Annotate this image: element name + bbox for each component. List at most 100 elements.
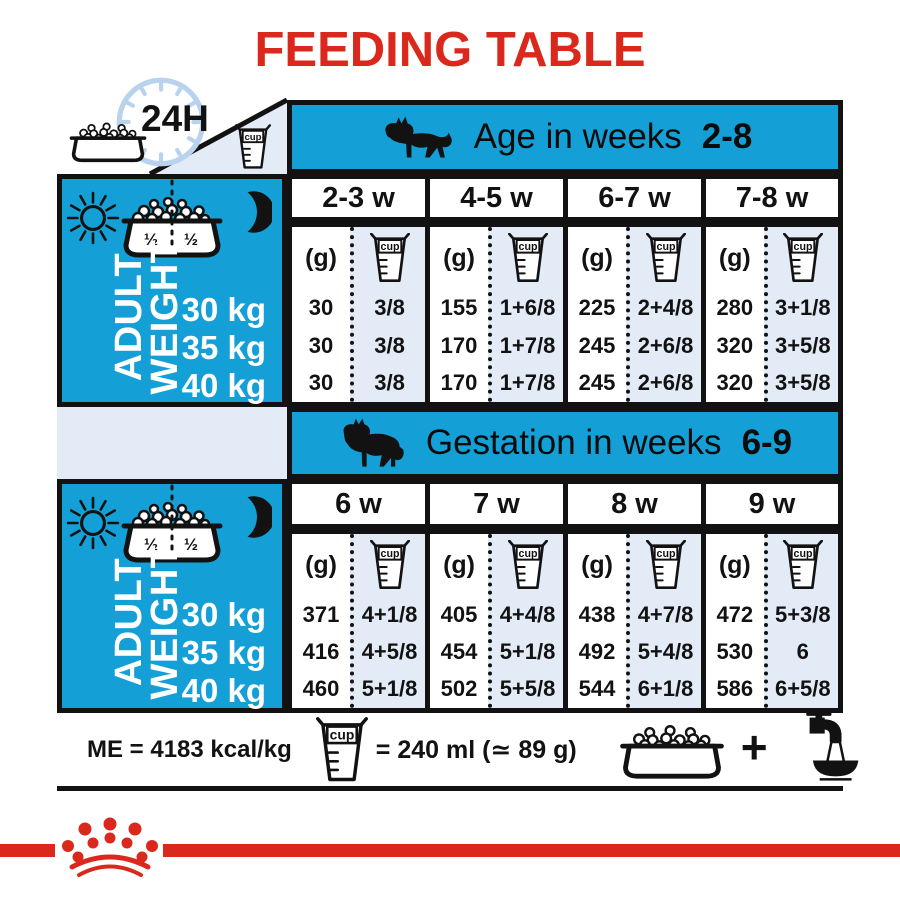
- week-cell: 9 w: [706, 484, 838, 524]
- svg-text:cup: cup: [380, 241, 399, 253]
- adult-weight-line1: ADULT: [107, 557, 150, 687]
- me-kcal-label: ME = 4183 kcal/kg: [87, 735, 292, 763]
- grams-value: 544: [578, 676, 616, 702]
- measuring-cup-icon: cup: [507, 232, 548, 283]
- weight-label: 35 kg: [181, 329, 266, 366]
- brand-band-right: [163, 844, 900, 857]
- svg-text:cup: cup: [329, 726, 354, 742]
- cups-value: 3+5/8: [774, 370, 831, 396]
- grams-value: 320: [716, 370, 754, 396]
- brand-band-left: [0, 844, 55, 857]
- cups-value: 6: [796, 638, 809, 664]
- grams-value: 170: [440, 332, 478, 358]
- grams-value: 245: [578, 370, 616, 396]
- footer-note: ME = 4183 kcal/kg cup = 240 ml (≃ 89 g) …: [57, 709, 858, 786]
- cups-value: 4+7/8: [637, 601, 694, 627]
- cups-value: 3/8: [374, 294, 405, 320]
- puppy-dog-icon: [378, 113, 454, 161]
- cups-value: 6+1/8: [637, 676, 694, 702]
- cups-value: 2+6/8: [637, 370, 694, 396]
- section-age-label: Age in weeks: [473, 117, 682, 156]
- page-title: FEEDING TABLE: [254, 23, 646, 77]
- data-cell: (g) 225 245 245 cup 2+4/8 2+6/8 2+6/8: [568, 227, 701, 402]
- cups-value: 5+1/8: [361, 676, 418, 702]
- grams-column: (g) 225 245 245: [568, 227, 626, 402]
- grams-value: 225: [578, 294, 616, 320]
- cups-value: 3/8: [374, 332, 405, 358]
- data-cell: (g) 438 492 544 cup 4+7/8 5+4/8 6+1/8: [568, 534, 701, 708]
- svg-text:cup: cup: [793, 241, 812, 253]
- cups-value: 3/8: [374, 370, 405, 396]
- cups-column: cup 3+1/8 3+5/8 3+5/8: [763, 227, 838, 402]
- cups-value: 4+4/8: [499, 601, 556, 627]
- section-age-header: Age in weeks 2-8: [292, 105, 838, 169]
- grams-value: 438: [578, 601, 616, 627]
- measuring-cup-icon: cup: [315, 715, 368, 785]
- section-gestation-range: 6-9: [741, 423, 793, 462]
- grams-value: 405: [440, 601, 478, 627]
- faucet-water-icon: [776, 709, 860, 785]
- grams-column: (g) 30 30 30: [292, 227, 350, 402]
- panel-spacer: [57, 407, 287, 479]
- cups-value: 3+5/8: [774, 332, 831, 358]
- measuring-cup-icon: cup: [645, 539, 686, 590]
- cups-column: cup 4+4/8 5+1/8 5+5/8: [488, 534, 563, 708]
- cups-column: cup 4+7/8 5+4/8 6+1/8: [626, 534, 701, 708]
- grams-column: (g) 280 320 320: [706, 227, 764, 402]
- measuring-cup-icon: cup: [782, 539, 823, 590]
- cups-value: 2+4/8: [637, 294, 694, 320]
- svg-text:cup: cup: [656, 241, 675, 253]
- grams-value: 586: [716, 676, 754, 702]
- svg-text:½: ½: [144, 535, 158, 554]
- data-cell: (g) 155 170 170 cup 1+6/8 1+7/8 1+7/8: [430, 227, 563, 402]
- cups-column: cup 1+6/8 1+7/8 1+7/8: [488, 227, 563, 402]
- section-age-range: 2-8: [701, 117, 753, 156]
- grams-unit-label: (g): [581, 550, 613, 579]
- grams-unit-label: (g): [581, 243, 613, 272]
- cups-column: cup 4+1/8 4+5/8 5+1/8: [350, 534, 425, 708]
- week-cell: 7 w: [430, 484, 563, 524]
- cups-column: cup 5+3/8 6 6+5/8: [763, 534, 838, 708]
- grams-value: 155: [440, 294, 478, 320]
- grams-value: 502: [440, 676, 478, 702]
- grams-column: (g) 438 492 544: [568, 534, 626, 708]
- grams-unit-label: (g): [443, 550, 475, 579]
- grams-unit-label: (g): [718, 550, 751, 579]
- svg-text:cup: cup: [518, 241, 537, 253]
- svg-text:cup: cup: [518, 548, 537, 560]
- svg-text:cup: cup: [656, 548, 675, 560]
- cups-value: 4+1/8: [361, 601, 418, 627]
- kibble-bowl-icon: [65, 118, 151, 164]
- cups-column: cup 3/8 3/8 3/8: [350, 227, 425, 402]
- plus-sign: +: [740, 720, 768, 773]
- weight-label: 40 kg: [181, 672, 266, 709]
- cups-value: 5+5/8: [499, 676, 556, 702]
- grams-value: 460: [302, 676, 340, 702]
- grams-value: 416: [302, 638, 340, 664]
- cups-value: 5+4/8: [637, 638, 694, 664]
- cups-value: 5+1/8: [499, 638, 556, 664]
- cups-value: 1+6/8: [499, 294, 556, 320]
- data-cell: (g) 280 320 320 cup 3+1/8 3+5/8 3+5/8: [706, 227, 838, 402]
- adult-weight-line2: WEIGHT: [144, 544, 186, 700]
- week-cell: 8 w: [568, 484, 701, 524]
- week-cell: 4-5 w: [430, 179, 563, 217]
- grams-column: (g) 371 416 460: [292, 534, 350, 708]
- grams-unit-label: (g): [443, 243, 475, 272]
- cups-value: 3+1/8: [774, 294, 831, 320]
- svg-text:½: ½: [184, 535, 198, 554]
- week-cell: 2-3 w: [292, 179, 425, 217]
- grams-value: 30: [308, 332, 334, 358]
- feeding-data-table: Age in weeks 2-8 2-3 w 4-5 w 6-7 w 7-8 w…: [287, 100, 843, 713]
- moon-icon: [240, 189, 275, 235]
- crown-logo-icon: [56, 816, 164, 878]
- svg-text:cup: cup: [244, 132, 261, 143]
- week-cell: 6-7 w: [568, 179, 701, 217]
- sun-icon: [66, 191, 120, 245]
- grams-column: (g) 472 530 586: [706, 534, 764, 708]
- grams-value: 280: [716, 294, 754, 320]
- grams-value: 472: [716, 601, 754, 627]
